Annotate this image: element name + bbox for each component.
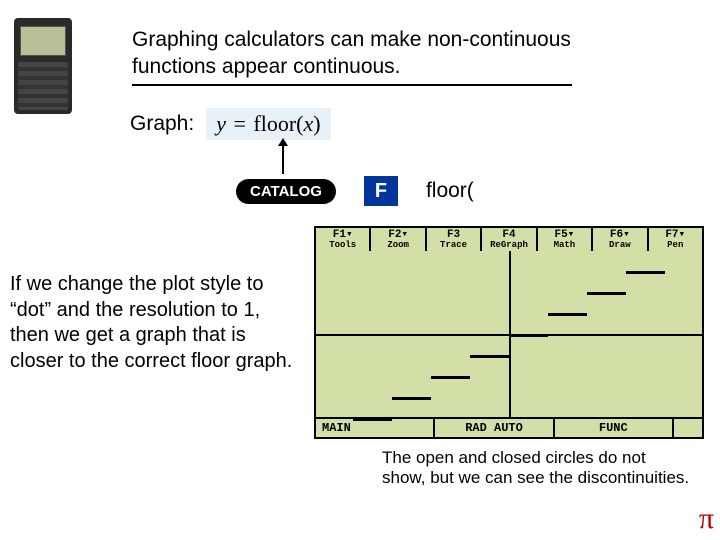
floor-step-segment	[392, 397, 431, 400]
formula-paren-close: )	[313, 111, 320, 136]
body-text: If we change the plot style to “dot” and…	[10, 272, 295, 374]
calculator-photo-screen	[20, 26, 66, 56]
headline-text: Graphing calculators can make non-contin…	[132, 26, 612, 81]
formula: y = floor(x)	[206, 108, 330, 140]
calc-plot-area	[314, 251, 704, 419]
calc-menu-tab[interactable]: F5▾Math	[538, 228, 593, 251]
headline-underline	[132, 84, 572, 86]
calc-menu-tab[interactable]: F3Trace	[427, 228, 482, 251]
catalog-button[interactable]: CATALOG	[236, 179, 336, 204]
calc-status-bar: MAIN RAD AUTO FUNC	[314, 419, 704, 439]
pi-icon: π	[699, 502, 714, 536]
calculator-photo-keys	[18, 62, 68, 110]
floor-step-segment	[353, 418, 392, 421]
calc-menu-tab[interactable]: F4ReGraph	[482, 228, 537, 251]
formula-fn: floor	[253, 111, 296, 136]
calc-menu-tab[interactable]: F2▾Zoom	[371, 228, 426, 251]
floor-label: floor(	[426, 179, 474, 203]
graph-row: Graph: y = floor(x)	[130, 108, 331, 140]
floor-step-segment	[509, 334, 548, 337]
caption-text: The open and closed circles do not show,…	[382, 448, 692, 489]
floor-step-segment	[548, 313, 587, 316]
calc-menu-tab[interactable]: F1▾Tools	[316, 228, 371, 251]
formula-eq: =	[231, 111, 247, 136]
calc-screen-shot: F1▾ToolsF2▾ZoomF3TraceF4ReGraphF5▾MathF6…	[314, 226, 704, 439]
calc-menu-tab-label: Trace	[427, 241, 480, 250]
status-far	[674, 419, 702, 437]
calc-menu-bar: F1▾ToolsF2▾ZoomF3TraceF4ReGraphF5▾MathF6…	[314, 226, 704, 251]
status-left: MAIN	[316, 419, 435, 437]
calc-menu-tab-label: Pen	[649, 241, 702, 250]
formula-arg: x	[303, 111, 313, 136]
floor-step-segment	[626, 271, 665, 274]
floor-step-segment	[470, 355, 509, 358]
calc-menu-tab[interactable]: F6▾Draw	[593, 228, 648, 251]
calc-menu-tab-label: ReGraph	[482, 241, 535, 250]
arrow-line	[282, 140, 284, 174]
key-f-button[interactable]: F	[364, 176, 398, 206]
floor-step-segment	[431, 376, 470, 379]
command-row: CATALOG F floor(	[236, 176, 474, 206]
calc-menu-tab-label: Tools	[316, 241, 369, 250]
calc-menu-tab-label: Math	[538, 241, 591, 250]
floor-step-segment	[587, 292, 626, 295]
calculator-photo	[14, 18, 72, 114]
status-mid: RAD AUTO	[435, 419, 554, 437]
calc-menu-tab-label: Draw	[593, 241, 646, 250]
graph-label: Graph:	[130, 112, 194, 136]
calc-menu-tab[interactable]: F7▾Pen	[649, 228, 702, 251]
formula-lhs: y	[216, 111, 226, 136]
calc-menu-tab-label: Zoom	[371, 241, 424, 250]
status-right: FUNC	[555, 419, 674, 437]
